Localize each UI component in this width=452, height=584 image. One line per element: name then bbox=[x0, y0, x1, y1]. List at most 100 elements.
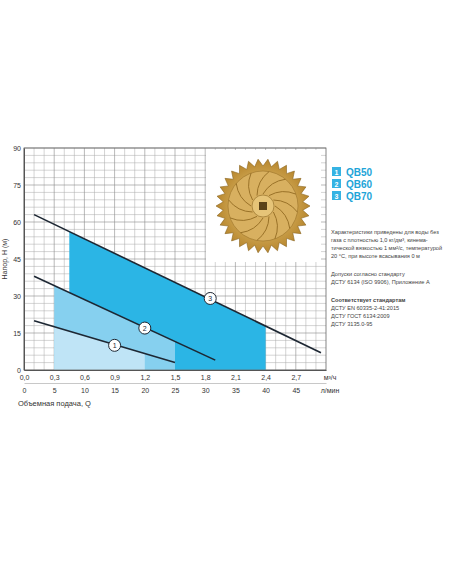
tick-label: 25 bbox=[172, 387, 180, 394]
tick-label: 0 bbox=[17, 367, 21, 374]
x-unit: м³/ч bbox=[324, 374, 337, 381]
tick-label: 5 bbox=[53, 387, 57, 394]
note-line: газа с плотностью 1,0 кг/дм³, кинема- bbox=[331, 237, 428, 243]
tick-label: 75 bbox=[13, 182, 21, 189]
curve-label-circle bbox=[139, 322, 151, 334]
tick: 35 bbox=[232, 383, 240, 394]
operating-range-area bbox=[54, 321, 145, 370]
curve-label-text: 2 bbox=[143, 325, 147, 332]
note-line: тической вязкостью 1 мм²/с, температурой bbox=[331, 245, 442, 251]
curve-line bbox=[34, 215, 321, 353]
tick-label: 30 bbox=[202, 387, 210, 394]
legend-swatch bbox=[332, 191, 341, 200]
legend-number: 2 bbox=[335, 181, 339, 188]
tick: 2,1 bbox=[231, 370, 241, 381]
tick: 1,2 bbox=[140, 370, 150, 381]
axis-line bbox=[25, 370, 327, 371]
impeller-image bbox=[206, 150, 321, 262]
tick: 90 bbox=[13, 145, 24, 152]
tick: 40 bbox=[262, 383, 270, 394]
tick: 75 bbox=[13, 182, 24, 189]
tick: 15 bbox=[13, 330, 24, 337]
areas bbox=[34, 215, 321, 370]
operating-range-area bbox=[69, 215, 265, 370]
tick-label: 15 bbox=[13, 330, 21, 337]
tick-label: 0,9 bbox=[110, 374, 120, 381]
note-line: ДСТУ 6134 (ISO 9906), Приложение А bbox=[331, 279, 430, 285]
tick: 15 bbox=[111, 383, 119, 394]
curve-label-circle bbox=[204, 292, 216, 304]
impeller-blade bbox=[249, 173, 253, 200]
tick-label: 0,6 bbox=[80, 374, 90, 381]
legend-item: 1 QB50 bbox=[332, 167, 373, 178]
legend-label: QB60 bbox=[346, 179, 373, 190]
tick-label: 0 bbox=[23, 387, 27, 394]
tick: 60 bbox=[13, 219, 24, 226]
tick: 0,6 bbox=[80, 370, 90, 381]
tick-label: 0,3 bbox=[50, 374, 60, 381]
tick: 45 bbox=[292, 383, 300, 394]
legend-swatch bbox=[332, 167, 341, 176]
tick-label: 30 bbox=[13, 293, 21, 300]
impeller-hole bbox=[259, 202, 267, 210]
lines bbox=[34, 215, 321, 363]
impeller-hub bbox=[252, 195, 274, 217]
impeller-disk bbox=[228, 171, 298, 241]
impeller-blade bbox=[257, 172, 269, 196]
tick-label: 45 bbox=[292, 387, 300, 394]
tick: 10 bbox=[81, 383, 89, 394]
tick-label: 35 bbox=[232, 387, 240, 394]
tick: 30 bbox=[13, 293, 24, 300]
axis-line bbox=[24, 149, 25, 371]
x-axis: 0,0 0,3 0,6 0,9 1,2 1,5 1,8 2,1 2,4 2,7 bbox=[20, 370, 327, 381]
chart-svg: 1230,00,30,60,91,21,51,82,12,42,70510152… bbox=[0, 0, 452, 584]
tick: 30 bbox=[202, 383, 210, 394]
note-line: Допуски согласно стандарту bbox=[331, 271, 405, 277]
legend-label: QB50 bbox=[346, 167, 373, 178]
note-line: ДСТУ ГОСТ 6134:2009 bbox=[331, 313, 390, 319]
tick: 25 bbox=[172, 383, 180, 394]
tick-label: 20 bbox=[141, 387, 149, 394]
tick: 1,8 bbox=[201, 370, 211, 381]
tick-label: 15 bbox=[111, 387, 119, 394]
tick: 45 bbox=[13, 256, 24, 263]
note-line: 20 °C, при высоте всасывания 0 м bbox=[331, 253, 420, 259]
curve-line bbox=[34, 321, 175, 363]
impeller-blade bbox=[230, 216, 257, 220]
tick: 1,5 bbox=[171, 370, 181, 381]
tick-label: 2,7 bbox=[291, 374, 301, 381]
legend-number: 1 bbox=[335, 169, 339, 176]
tick-label: 0,0 bbox=[20, 374, 30, 381]
tick: 2,4 bbox=[261, 370, 271, 381]
legend-item: 3QB70 bbox=[332, 191, 373, 202]
legend: 1 QB50 2 QB603QB70 bbox=[332, 167, 373, 202]
tick-label: 2,4 bbox=[261, 374, 271, 381]
tick: 0,9 bbox=[110, 370, 120, 381]
note-line: ДСТУ 3135.0-95 bbox=[331, 321, 372, 327]
legend-swatch bbox=[332, 179, 341, 188]
grid bbox=[24, 148, 326, 370]
x-axis-title: Объемная подача, Q bbox=[18, 399, 91, 408]
curve-label-text: 1 bbox=[113, 342, 117, 349]
tick-label: 1,2 bbox=[140, 374, 150, 381]
tick-label: 10 bbox=[81, 387, 89, 394]
y-axis-title: Напор, H (м) bbox=[1, 239, 9, 280]
impeller-blade bbox=[257, 216, 269, 240]
tick-label: 40 bbox=[262, 387, 270, 394]
tick: 0 bbox=[23, 383, 27, 394]
curve-label-text: 3 bbox=[208, 295, 212, 302]
tick: 0,3 bbox=[50, 370, 60, 381]
impeller-blade bbox=[273, 212, 277, 239]
x2-axis: 0 5 10 15 20 25 30 35 40 45 bbox=[23, 383, 327, 394]
tick: 2,7 bbox=[291, 370, 301, 381]
x2-unit: л/мин bbox=[321, 387, 340, 394]
note-line: Соответствует стандартам bbox=[331, 297, 405, 303]
impeller-blade bbox=[269, 192, 296, 196]
tick-label: 45 bbox=[13, 256, 21, 263]
axis-line bbox=[25, 383, 327, 384]
plot-frame bbox=[24, 148, 326, 370]
tick: 20 bbox=[141, 383, 149, 394]
tick: 5 bbox=[53, 383, 57, 394]
curve-labels: 1 2 3 bbox=[109, 292, 217, 351]
impeller-teeth bbox=[216, 159, 310, 252]
